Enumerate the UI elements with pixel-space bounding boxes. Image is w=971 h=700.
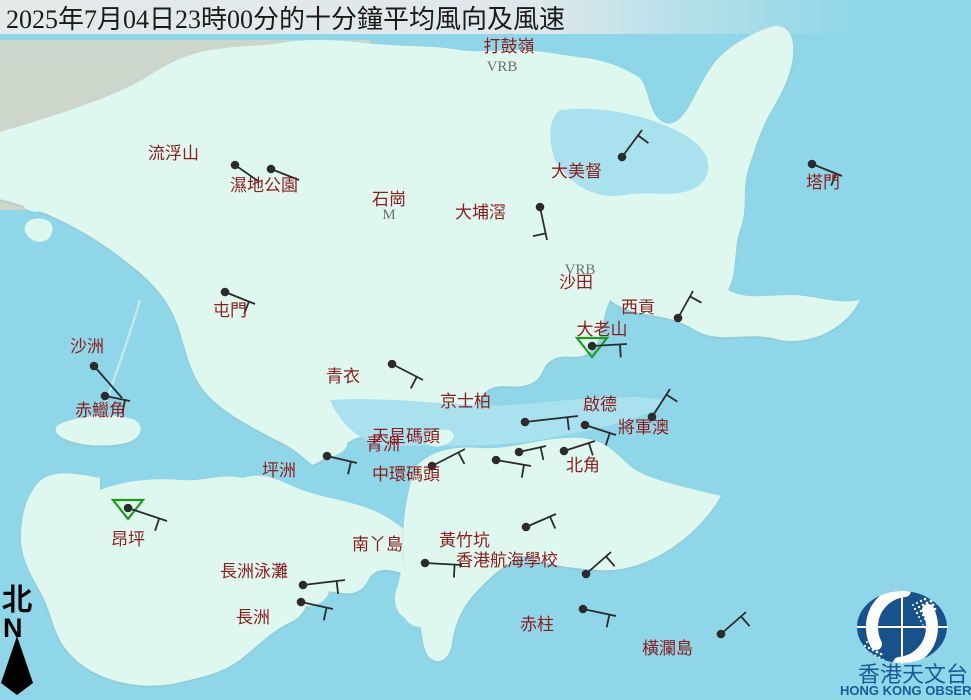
svg-text:將軍澳: 將軍澳	[618, 418, 669, 437]
svg-text:坪洲: 坪洲	[262, 461, 296, 480]
svg-text:長洲泳灘: 長洲泳灘	[220, 562, 288, 581]
svg-text:中環碼頭: 中環碼頭	[372, 465, 440, 484]
svg-text:塔門: 塔門	[806, 173, 840, 192]
svg-text:M: M	[382, 207, 395, 223]
svg-text:打鼓嶺: 打鼓嶺	[484, 37, 535, 56]
svg-text:沙田: 沙田	[559, 273, 593, 292]
svg-text:大美督: 大美督	[551, 162, 602, 181]
svg-text:流浮山: 流浮山	[148, 144, 199, 163]
svg-text:N: N	[3, 613, 23, 643]
svg-text:黃竹坑: 黃竹坑	[439, 531, 490, 550]
svg-text:京士柏: 京士柏	[440, 392, 491, 411]
svg-text:天星碼頭: 天星碼頭	[372, 427, 440, 446]
svg-text:HONG KONG OBSERVATORY: HONG KONG OBSERVATORY	[840, 683, 971, 698]
svg-text:屯門: 屯門	[213, 301, 247, 320]
svg-text:赤柱: 赤柱	[520, 615, 554, 634]
svg-text:長洲: 長洲	[236, 608, 270, 627]
svg-text:啟德: 啟德	[583, 395, 617, 414]
svg-text:香港航海學校: 香港航海學校	[456, 551, 558, 570]
svg-text:南丫島: 南丫島	[352, 535, 403, 554]
svg-text:大老山: 大老山	[577, 320, 628, 339]
svg-text:青衣: 青衣	[326, 367, 360, 386]
svg-text:沙洲: 沙洲	[70, 337, 104, 356]
svg-text:VRB: VRB	[487, 59, 518, 75]
svg-text:大埔滘: 大埔滘	[455, 203, 506, 222]
svg-text:石崗: 石崗	[372, 190, 406, 209]
svg-text:西貢: 西貢	[621, 298, 655, 317]
svg-text:赤鱲角: 赤鱲角	[75, 401, 126, 420]
svg-text:濕地公園: 濕地公園	[230, 176, 298, 195]
svg-text:昂坪: 昂坪	[111, 530, 145, 549]
svg-text:北角: 北角	[566, 456, 600, 475]
svg-text:橫瀾島: 橫瀾島	[642, 639, 693, 658]
